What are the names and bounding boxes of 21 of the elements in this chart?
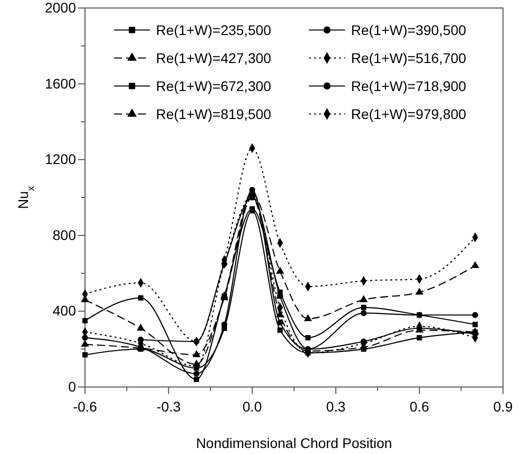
legend-label: Re(1+W)=516,700 — [351, 50, 466, 66]
y-tick-label: 800 — [52, 226, 76, 243]
legend-label: Re(1+W)=390,500 — [351, 22, 466, 38]
y-tick-label: 2000 — [44, 0, 76, 16]
legend-label: Re(1+W)=979,800 — [351, 106, 466, 122]
legend-label: Re(1+W)=672,300 — [156, 78, 272, 94]
x-tick-label: 0.6 — [410, 398, 430, 414]
x-tick-label: 0.9 — [493, 398, 513, 414]
x-tick-label: -0.6 — [72, 398, 98, 414]
y-tick-label: 400 — [52, 302, 76, 319]
y-tick-label: 1200 — [44, 151, 76, 168]
x-tick-label: 0.3 — [326, 398, 346, 414]
y-tick-label: 1600 — [44, 75, 76, 92]
legend-label: Re(1+W)=819,500 — [156, 106, 272, 122]
x-tick-label: 0.0 — [242, 398, 262, 414]
legend-label: Re(1+W)=235,500 — [156, 22, 272, 38]
x-tick-label: -0.3 — [156, 398, 181, 414]
x-axis-title: Nondimensional Chord Position — [196, 435, 392, 451]
legend-label: Re(1+W)=427,300 — [156, 50, 272, 66]
legend-label: Re(1+W)=718,900 — [351, 78, 466, 94]
y-tick-label: 0 — [68, 378, 76, 394]
